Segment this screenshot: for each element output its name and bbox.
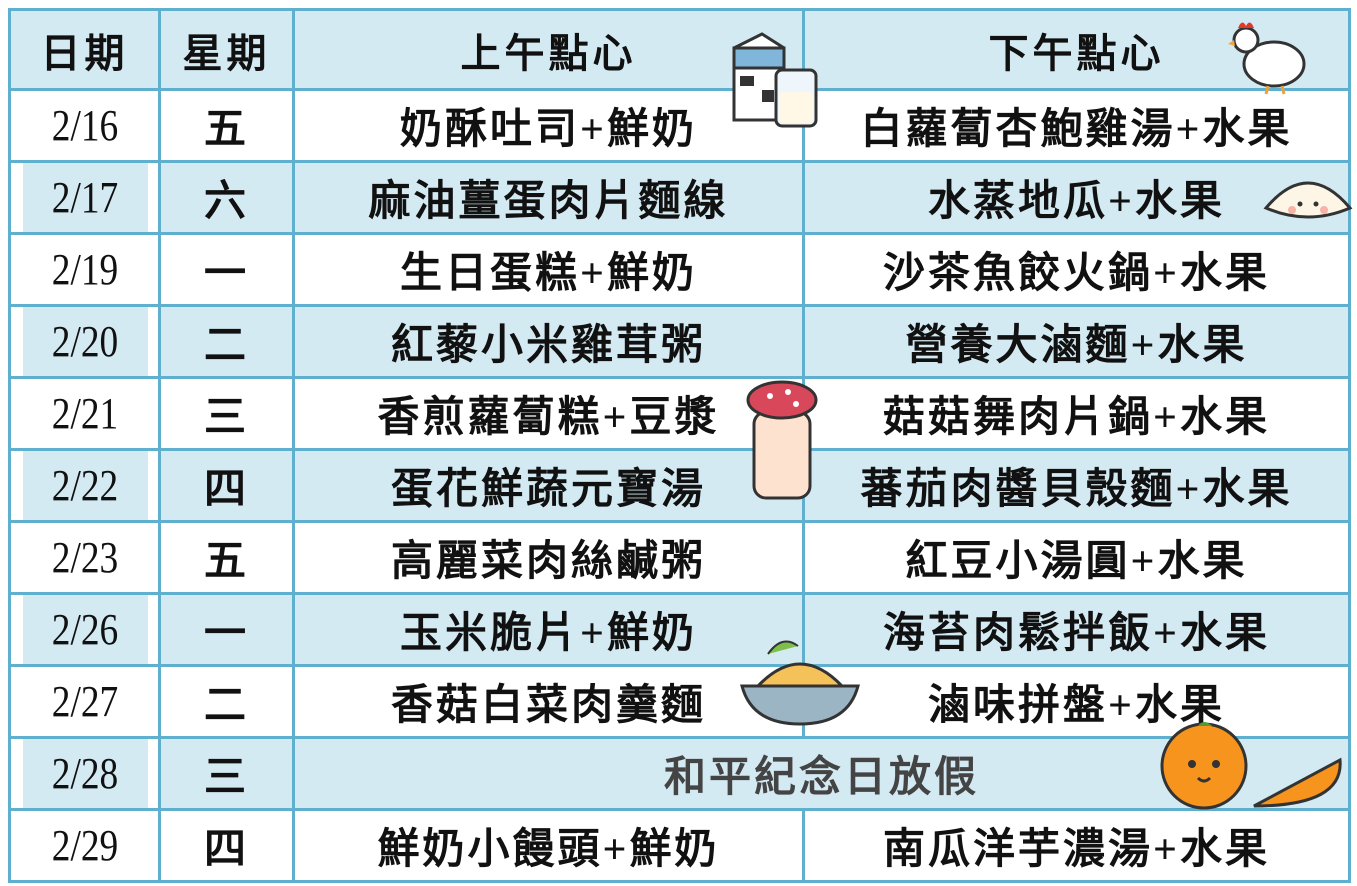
weekday: 二 [158, 664, 295, 739]
morning: 紅藜小米雞茸粥 [292, 304, 805, 379]
afternoon: 紅豆小湯圓+水果 [802, 520, 1351, 595]
row: 2/26 一玉米脆片+鮮奶 海苔肉鬆拌飯+水果 [10, 592, 1351, 667]
afternoon: 白蘿蔔杏鮑雞湯+水果 [802, 88, 1351, 163]
afternoon: 營養大滷麵+水果 [802, 304, 1351, 379]
afternoon: 蕃茄肉醬貝殼麵+水果 [802, 448, 1351, 523]
morning: 麻油薑蛋肉片麵線 [292, 160, 805, 235]
afternoon: 菇菇舞肉片鍋+水果 [802, 376, 1351, 451]
afternoon: 滷味拼盤+水果 [802, 664, 1351, 739]
row: 2/29 四鮮奶小饅頭+鮮奶 南瓜洋芋濃湯+水果 [10, 808, 1351, 883]
weekday: 五 [158, 520, 295, 595]
morning: 香菇白菜肉羹麵 [292, 664, 805, 739]
weekday: 四 [158, 808, 295, 883]
date: 2/27 [19, 664, 150, 739]
morning: 香煎蘿蔔糕+豆漿 [292, 376, 805, 451]
row: 2/21 三香煎蘿蔔糕+豆漿 菇菇舞肉片鍋+水果 [10, 376, 1351, 451]
snack-table: 日期 星期 上午點心 下午點心 2/16 五奶酥吐司+鮮奶 白蘿蔔杏鮑雞湯+水果 2/… [8, 8, 1351, 883]
morning: 高麗菜肉絲鹹粥 [292, 520, 805, 595]
header-cell: 上午點心 [292, 8, 805, 91]
date: 2/29 [19, 808, 150, 883]
row: 2/23 五高麗菜肉絲鹹粥 紅豆小湯圓+水果 [10, 520, 1351, 595]
header-cell: 下午點心 [802, 8, 1351, 91]
date: 2/28 [19, 736, 150, 811]
morning: 奶酥吐司+鮮奶 [292, 88, 805, 163]
date: 2/23 [19, 520, 150, 595]
header-cell: 日期 [8, 8, 161, 91]
weekday: 三 [158, 376, 295, 451]
weekday: 一 [158, 232, 295, 307]
date: 2/16 [19, 88, 150, 163]
date: 2/26 [19, 592, 150, 667]
header-row: 日期 星期 上午點心 下午點心 [8, 8, 1351, 91]
morning: 玉米脆片+鮮奶 [292, 592, 805, 667]
morning: 生日蛋糕+鮮奶 [292, 232, 805, 307]
weekday: 三 [158, 736, 295, 811]
morning: 鮮奶小饅頭+鮮奶 [292, 808, 805, 883]
row: 2/19 一生日蛋糕+鮮奶 沙茶魚餃火鍋+水果 [10, 232, 1351, 307]
date: 2/19 [19, 232, 150, 307]
row: 2/20 二紅藜小米雞茸粥 營養大滷麵+水果 [10, 304, 1351, 379]
date: 2/20 [19, 304, 150, 379]
table-body: 2/16 五奶酥吐司+鮮奶 白蘿蔔杏鮑雞湯+水果 2/17 六麻油薑蛋肉片麵線 水蒸地瓜+… [10, 88, 1351, 883]
header-cell: 星期 [158, 8, 295, 91]
row: 2/28 三和平紀念日放假 [10, 736, 1351, 811]
date: 2/21 [19, 376, 150, 451]
afternoon: 水蒸地瓜+水果 [802, 160, 1351, 235]
row: 2/16 五奶酥吐司+鮮奶 白蘿蔔杏鮑雞湯+水果 [10, 88, 1351, 163]
afternoon: 沙茶魚餃火鍋+水果 [802, 232, 1351, 307]
note: 和平紀念日放假 [292, 736, 1351, 811]
date: 2/22 [19, 448, 150, 523]
weekday: 二 [158, 304, 295, 379]
morning: 蛋花鮮蔬元寶湯 [292, 448, 805, 523]
afternoon: 南瓜洋芋濃湯+水果 [802, 808, 1351, 883]
date: 2/17 [19, 160, 150, 235]
afternoon: 海苔肉鬆拌飯+水果 [802, 592, 1351, 667]
row: 2/22 四蛋花鮮蔬元寶湯 蕃茄肉醬貝殼麵+水果 [10, 448, 1351, 523]
weekday: 五 [158, 88, 295, 163]
row: 2/27 二香菇白菜肉羹麵 滷味拼盤+水果 [10, 664, 1351, 739]
weekday: 四 [158, 448, 295, 523]
weekday: 六 [158, 160, 295, 235]
row: 2/17 六麻油薑蛋肉片麵線 水蒸地瓜+水果 [10, 160, 1351, 235]
weekday: 一 [158, 592, 295, 667]
